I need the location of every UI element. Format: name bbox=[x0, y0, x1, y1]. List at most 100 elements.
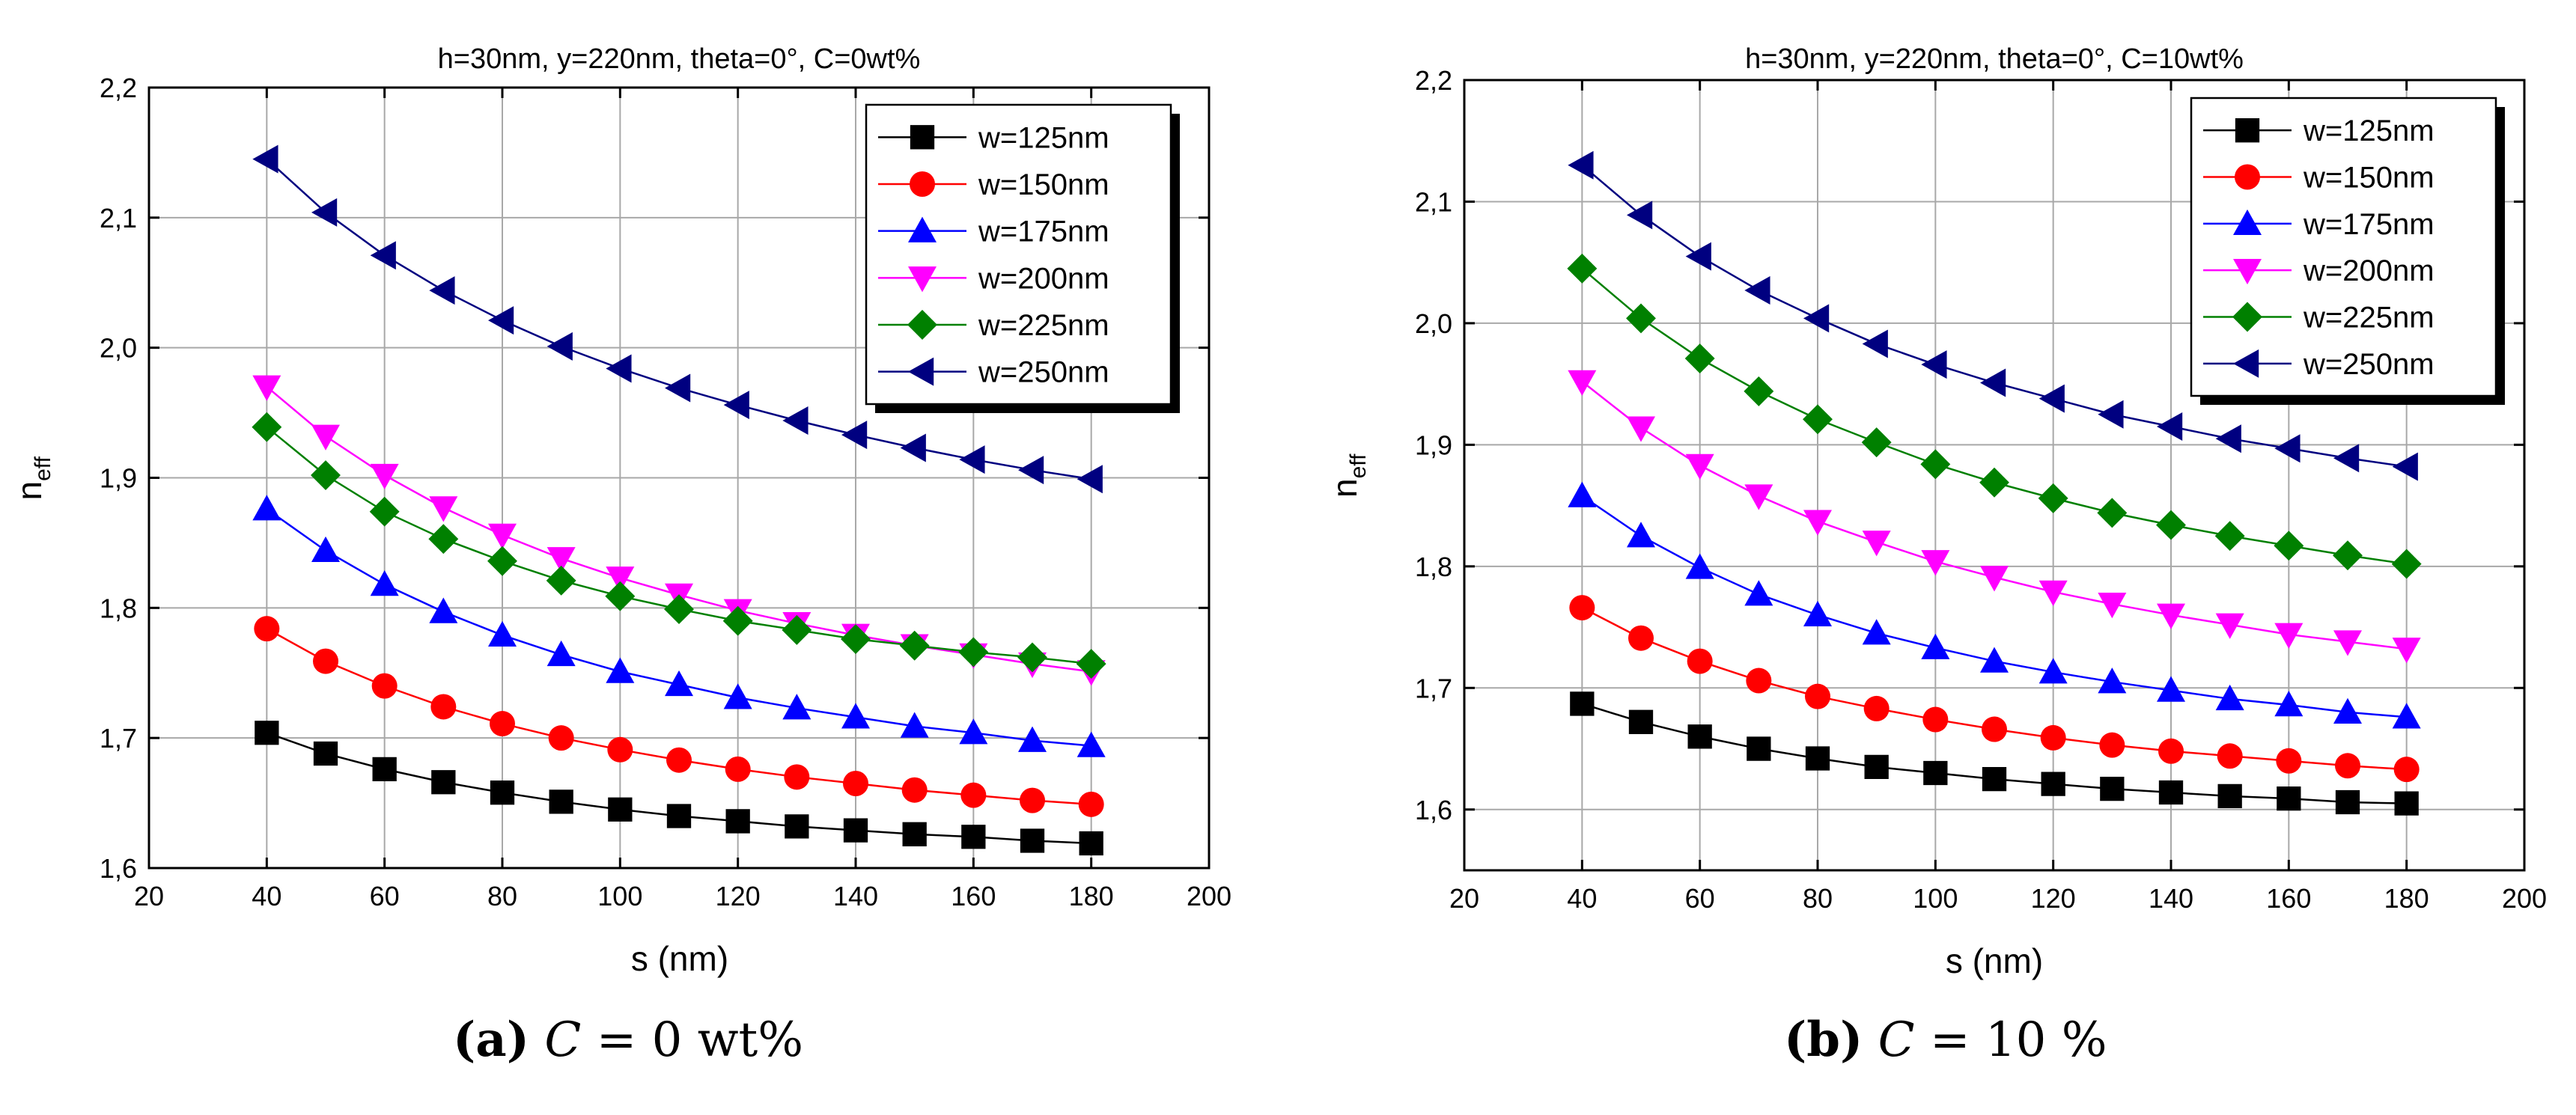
chart-a-data-point bbox=[841, 624, 871, 655]
chart-b-ytick-label: 2,1 bbox=[1415, 186, 1452, 217]
chart-b-data-point bbox=[2333, 630, 2362, 656]
chart-b-data-point bbox=[2392, 703, 2421, 729]
chart-a-xtick-label: 160 bbox=[951, 881, 996, 911]
chart-b-data-point bbox=[1862, 531, 1891, 557]
chart-a-data-point bbox=[429, 597, 458, 623]
chart-b-data-point bbox=[1568, 481, 1597, 507]
chart-a-legend-marker bbox=[908, 266, 937, 293]
chart-b-data-point bbox=[2392, 452, 2418, 481]
chart-b-series-5 bbox=[1568, 150, 2418, 481]
chart-b-legend-marker bbox=[2232, 302, 2262, 332]
chart-b-data-point bbox=[1744, 376, 1774, 406]
chart-b-data-point bbox=[1627, 416, 1655, 442]
chart-b-data-point bbox=[2038, 658, 2068, 684]
chart-b-data-point bbox=[1861, 427, 1892, 458]
chart-b-legend-label: w=225nm bbox=[2303, 302, 2435, 334]
chart-a-data-point bbox=[490, 780, 515, 805]
chart-b-legend-label: w=200nm bbox=[2303, 254, 2435, 287]
chart-a-ytick-label: 2,0 bbox=[100, 333, 137, 364]
chart-a-data-point bbox=[252, 144, 278, 174]
chart-a-legend-label: w=150nm bbox=[978, 168, 1109, 201]
chart-a-legend-marker bbox=[910, 171, 935, 197]
chart-b-ylabel-sub: eff bbox=[1346, 453, 1371, 478]
chart-b-data-point bbox=[1862, 329, 1888, 358]
caption-b-value: 10 % bbox=[1985, 1012, 2107, 1068]
chart-a-data-point bbox=[606, 566, 635, 593]
chart-b-data-point bbox=[2041, 772, 2065, 796]
chart-b-ylabel: neff bbox=[1325, 453, 1371, 498]
chart-b-title: h=30nm, y=220nm, theta=0°, C=10wt% bbox=[1745, 43, 2244, 75]
chart-a-data-point bbox=[311, 198, 338, 227]
chart-b-data-point bbox=[1626, 303, 1656, 334]
chart-b-data-point bbox=[2098, 400, 2124, 429]
chart-a-ytick-label: 2,1 bbox=[100, 203, 137, 233]
chart-b-data-point bbox=[1864, 754, 1889, 780]
caption-a-label: (a) bbox=[453, 1012, 530, 1068]
chart-b-legend-label: w=125nm bbox=[2303, 114, 2435, 147]
chart-a-data-point bbox=[666, 804, 692, 828]
caption-b-equals: = bbox=[1929, 1012, 1970, 1068]
chart-b-data-point bbox=[2335, 789, 2360, 815]
chart-a-data-point bbox=[843, 818, 868, 843]
chart-b-data-point bbox=[2274, 531, 2304, 561]
chart-a-series-3 bbox=[252, 375, 1106, 686]
chart-b-data-point bbox=[1746, 668, 1772, 694]
chart-b-data-point bbox=[1685, 553, 1714, 579]
caption-a-value: 0 wt% bbox=[651, 1012, 804, 1068]
chart-b-legend-marker bbox=[2233, 258, 2262, 285]
chart-b-data-point bbox=[2217, 783, 2242, 809]
chart-b-data-point bbox=[1684, 343, 1715, 373]
chart-b-data-point bbox=[1744, 484, 1773, 510]
chart-a-data-point bbox=[959, 718, 988, 745]
chart-b-series-0 bbox=[1570, 691, 2419, 816]
chart-a-series-4 bbox=[252, 412, 1106, 679]
chart-a-data-point bbox=[722, 605, 753, 636]
chart-a-data-point bbox=[961, 825, 986, 849]
chart-a-data-point bbox=[548, 725, 574, 751]
chart-b-data-point bbox=[2038, 483, 2068, 513]
chart-b-xtick-label: 60 bbox=[1685, 883, 1715, 914]
chart-a-data-point bbox=[843, 771, 868, 797]
chart-b-data-point bbox=[2274, 691, 2304, 717]
chart-a-data-point bbox=[607, 736, 633, 763]
chart-a-data-point bbox=[370, 241, 396, 270]
chart-b-series-1 bbox=[1569, 595, 2420, 783]
chart-a-legend-label: w=175nm bbox=[978, 216, 1109, 248]
chart-a-data-point bbox=[959, 445, 985, 474]
chart-b-data-point bbox=[1980, 368, 2006, 397]
chart-a-data-point bbox=[428, 524, 459, 555]
chart-a-data-point bbox=[902, 822, 927, 846]
chart-b-series-4 bbox=[1567, 253, 2422, 579]
chart-a-data-point bbox=[546, 640, 576, 667]
chart-a-series-line bbox=[266, 385, 1091, 673]
chart-a-data-point bbox=[605, 581, 636, 611]
chart-a-data-point bbox=[370, 570, 399, 596]
chart-a-data-point bbox=[371, 673, 398, 699]
chart-a-xtick-label: 120 bbox=[716, 881, 761, 911]
chart-b-data-point bbox=[1747, 736, 1771, 761]
chart-b-data-point bbox=[1568, 150, 1594, 180]
caption-a-symbol: C bbox=[544, 1012, 582, 1068]
chart-a-data-point bbox=[723, 683, 752, 709]
chart-b-data-point bbox=[2158, 738, 2184, 764]
chart-a-data-point bbox=[666, 747, 692, 773]
chart-a-legend-marker bbox=[907, 310, 937, 340]
chart-b-data-point bbox=[1921, 550, 1950, 576]
chart-a-data-point bbox=[429, 276, 455, 305]
chart-b-legend-marker bbox=[2233, 349, 2259, 378]
chart-b-data-point bbox=[1920, 449, 1951, 480]
chart-b-data-point bbox=[1923, 760, 1948, 786]
chart-a-ytick-label: 1,9 bbox=[100, 463, 137, 494]
chart-b-data-point bbox=[2214, 521, 2245, 552]
chart-a-data-point bbox=[1018, 456, 1044, 485]
chart-a-data-point bbox=[1020, 787, 1045, 813]
chart-a-data-point bbox=[606, 354, 632, 383]
chart-a-data-point bbox=[487, 546, 517, 576]
chart-a-series-0 bbox=[255, 721, 1103, 856]
chart-b-data-point bbox=[1921, 350, 1947, 379]
chart-b-ytick-label: 1,7 bbox=[1415, 673, 1452, 703]
chart-a-data-point bbox=[784, 764, 810, 790]
chart-a-legend-label: w=225nm bbox=[978, 309, 1109, 342]
chart-b-data-point bbox=[2274, 623, 2304, 649]
